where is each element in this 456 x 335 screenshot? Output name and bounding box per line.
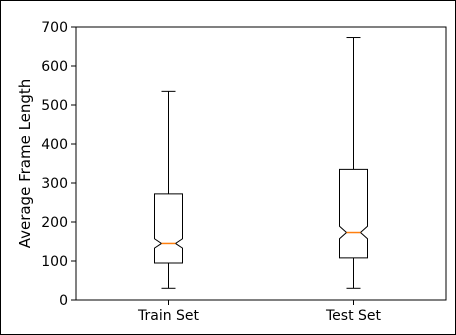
y-tick-label: 300 bbox=[41, 176, 68, 192]
boxes bbox=[154, 37, 368, 289]
y-axis-label: Average Frame Length bbox=[16, 79, 34, 249]
plot-area bbox=[75, 26, 447, 301]
box-test-set bbox=[339, 37, 368, 289]
x-tick-label: Test Set bbox=[325, 308, 382, 324]
x-tick-label: Train Set bbox=[137, 308, 200, 324]
y-tick-label: 200 bbox=[41, 215, 68, 231]
y-axis: 0 100 200 300 400 500 600 700 bbox=[41, 20, 76, 309]
y-tick-label: 100 bbox=[41, 254, 68, 270]
y-tick-label: 0 bbox=[59, 293, 68, 309]
y-tick-label: 500 bbox=[41, 98, 68, 114]
y-tick-label: 400 bbox=[41, 137, 68, 153]
y-tick-label: 600 bbox=[41, 59, 68, 75]
box-train-set bbox=[154, 90, 183, 289]
y-tick-label: 700 bbox=[41, 20, 68, 36]
x-axis: Train Set Test Set bbox=[137, 300, 382, 324]
box-body bbox=[154, 193, 183, 264]
box-body bbox=[339, 168, 368, 259]
